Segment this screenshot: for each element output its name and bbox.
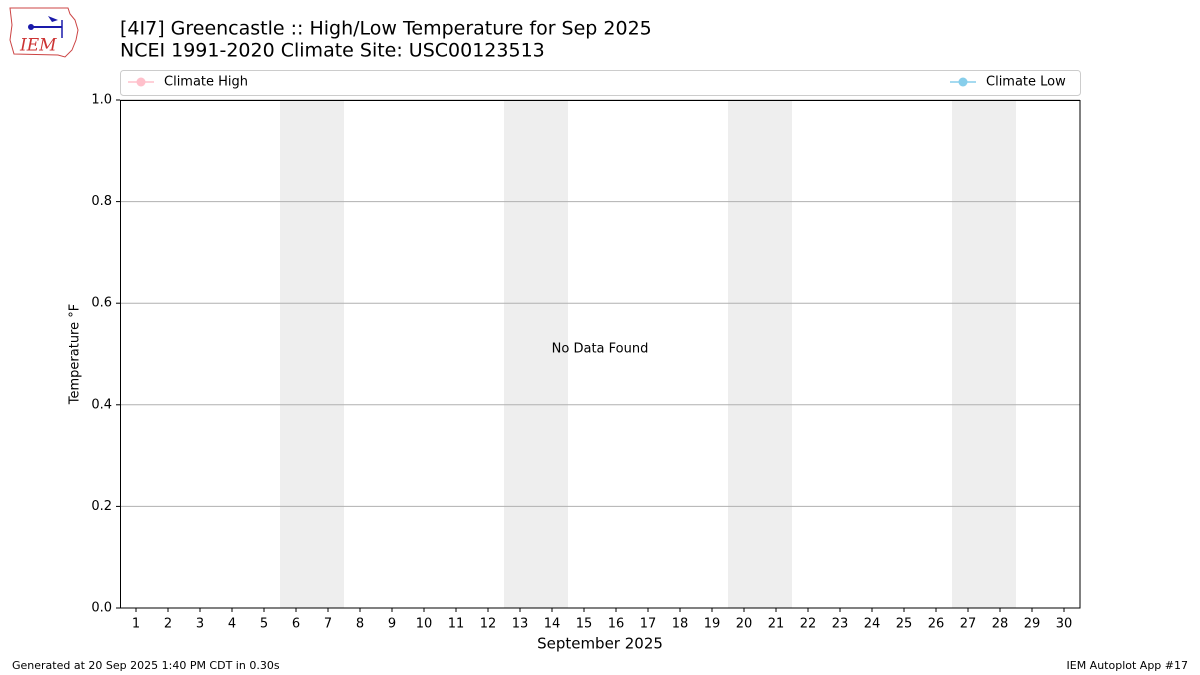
shaded-span	[504, 100, 568, 608]
x-tick-label: 3	[196, 617, 204, 632]
y-tick-label: 0.4	[91, 397, 112, 412]
x-tick-label: 14	[544, 617, 561, 632]
x-tick-label: 8	[356, 617, 364, 632]
y-tick-label: 0.6	[91, 296, 112, 311]
x-tick-label: 9	[388, 617, 396, 632]
logo-text: IEM	[19, 36, 57, 56]
x-tick-label: 23	[832, 617, 849, 632]
x-tick-label: 27	[960, 617, 977, 632]
legend-marker	[958, 77, 968, 87]
x-tick-label: 29	[1024, 617, 1041, 632]
shaded-span	[728, 100, 792, 608]
x-tick-label: 7	[324, 617, 332, 632]
legend-marker	[136, 77, 146, 87]
chart-subtitle: NCEI 1991-2020 Climate Site: USC00123513	[120, 40, 545, 62]
footer-left: Generated at 20 Sep 2025 1:40 PM CDT in …	[12, 659, 280, 672]
x-tick-label: 1	[132, 617, 140, 632]
y-tick-label: 0.8	[91, 194, 112, 209]
x-axis-label: September 2025	[537, 635, 663, 653]
plot-frame	[120, 100, 1081, 609]
chart-title: [4I7] Greencastle :: High/Low Temperatur…	[120, 18, 652, 40]
x-tick-label: 30	[1056, 617, 1073, 632]
y-tick-label: 1.0	[91, 93, 112, 108]
annotation: No Data Found	[552, 342, 649, 357]
x-tick-label: 25	[896, 617, 913, 632]
x-tick-label: 28	[992, 617, 1009, 632]
x-tick-label: 15	[576, 617, 593, 632]
x-tick-label: 2	[164, 617, 172, 632]
shaded-span	[952, 100, 1016, 608]
logo: IEM	[9, 7, 79, 58]
shaded-span	[280, 100, 344, 608]
x-tick-label: 17	[640, 617, 657, 632]
x-tick-label: 5	[260, 617, 268, 632]
x-tick-label: 11	[448, 617, 465, 632]
x-tick-label: 18	[672, 617, 689, 632]
y-tick-label: 0.2	[91, 499, 112, 514]
legend-label: Climate Low	[986, 75, 1066, 90]
x-tick-label: 19	[704, 617, 721, 632]
x-tick-label: 21	[768, 617, 785, 632]
x-tick-label: 10	[416, 617, 433, 632]
x-tick-label: 26	[928, 617, 945, 632]
legend-label: Climate High	[164, 75, 248, 90]
legend	[120, 70, 1081, 96]
x-tick-label: 4	[228, 617, 236, 632]
x-tick-label: 12	[480, 617, 497, 632]
footer-right: IEM Autoplot App #17	[1067, 659, 1189, 672]
x-tick-label: 22	[800, 617, 817, 632]
x-tick-label: 6	[292, 617, 300, 632]
x-tick-label: 24	[864, 617, 881, 632]
y-axis-label: Temperature °F	[68, 304, 83, 405]
y-tick-label: 0.0	[91, 601, 112, 616]
x-tick-label: 16	[608, 617, 625, 632]
x-tick-label: 20	[736, 617, 753, 632]
x-tick-label: 13	[512, 617, 529, 632]
